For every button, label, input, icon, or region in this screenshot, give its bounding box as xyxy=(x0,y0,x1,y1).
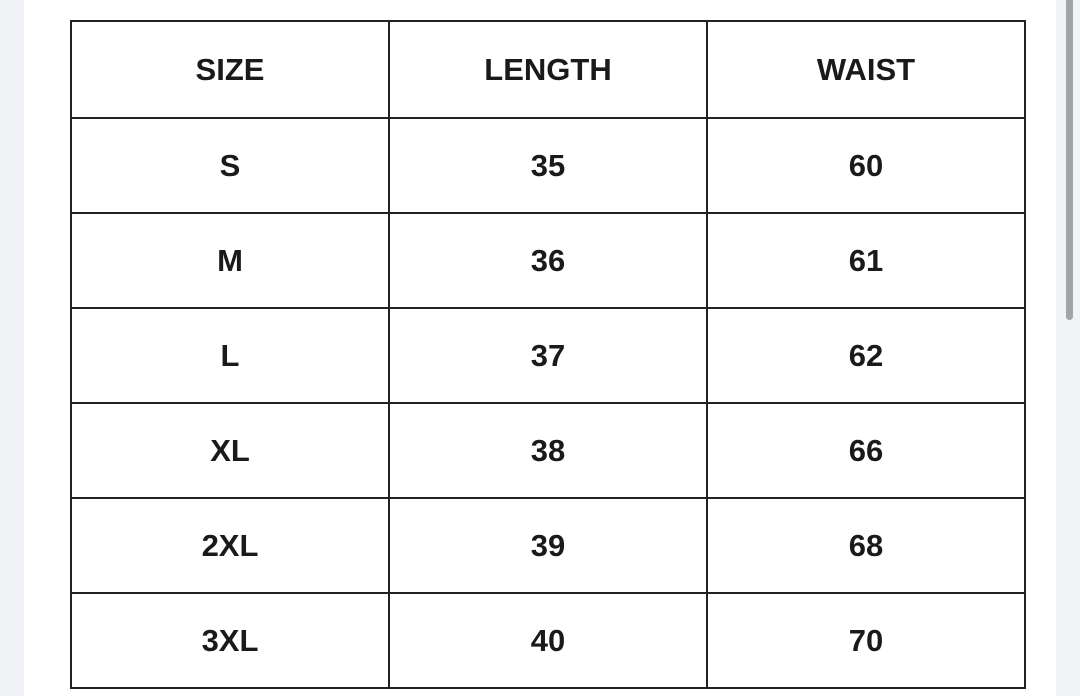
length-cell: 39 xyxy=(388,497,708,594)
length-cell: 38 xyxy=(388,402,708,499)
table-row: S 35 60 xyxy=(70,117,1026,214)
header-size: SIZE xyxy=(70,20,390,119)
size-cell: 2XL xyxy=(70,497,390,594)
waist-cell: 61 xyxy=(706,212,1026,309)
waist-cell: 70 xyxy=(706,592,1026,689)
size-cell: XL xyxy=(70,402,390,499)
waist-cell: 66 xyxy=(706,402,1026,499)
header-length: LENGTH xyxy=(388,20,708,119)
size-cell: L xyxy=(70,307,390,404)
table-row: XL 38 66 xyxy=(70,402,1026,499)
length-cell: 36 xyxy=(388,212,708,309)
table-row: 3XL 40 70 xyxy=(70,592,1026,689)
waist-cell: 60 xyxy=(706,117,1026,214)
size-chart-table: SIZE LENGTH WAIST S 35 60 M 36 61 L 37 62 XL 38 66 2… xyxy=(70,20,1026,689)
table-row: L 37 62 xyxy=(70,307,1026,404)
size-cell: 3XL xyxy=(70,592,390,689)
size-cell: S xyxy=(70,117,390,214)
scrollbar-thumb[interactable] xyxy=(1066,0,1073,320)
table-row: 2XL 39 68 xyxy=(70,497,1026,594)
length-cell: 40 xyxy=(388,592,708,689)
length-cell: 35 xyxy=(388,117,708,214)
length-cell: 37 xyxy=(388,307,708,404)
waist-cell: 62 xyxy=(706,307,1026,404)
size-cell: M xyxy=(70,212,390,309)
table-header-row: SIZE LENGTH WAIST xyxy=(70,20,1026,119)
table-row: M 36 61 xyxy=(70,212,1026,309)
waist-cell: 68 xyxy=(706,497,1026,594)
header-waist: WAIST xyxy=(706,20,1026,119)
